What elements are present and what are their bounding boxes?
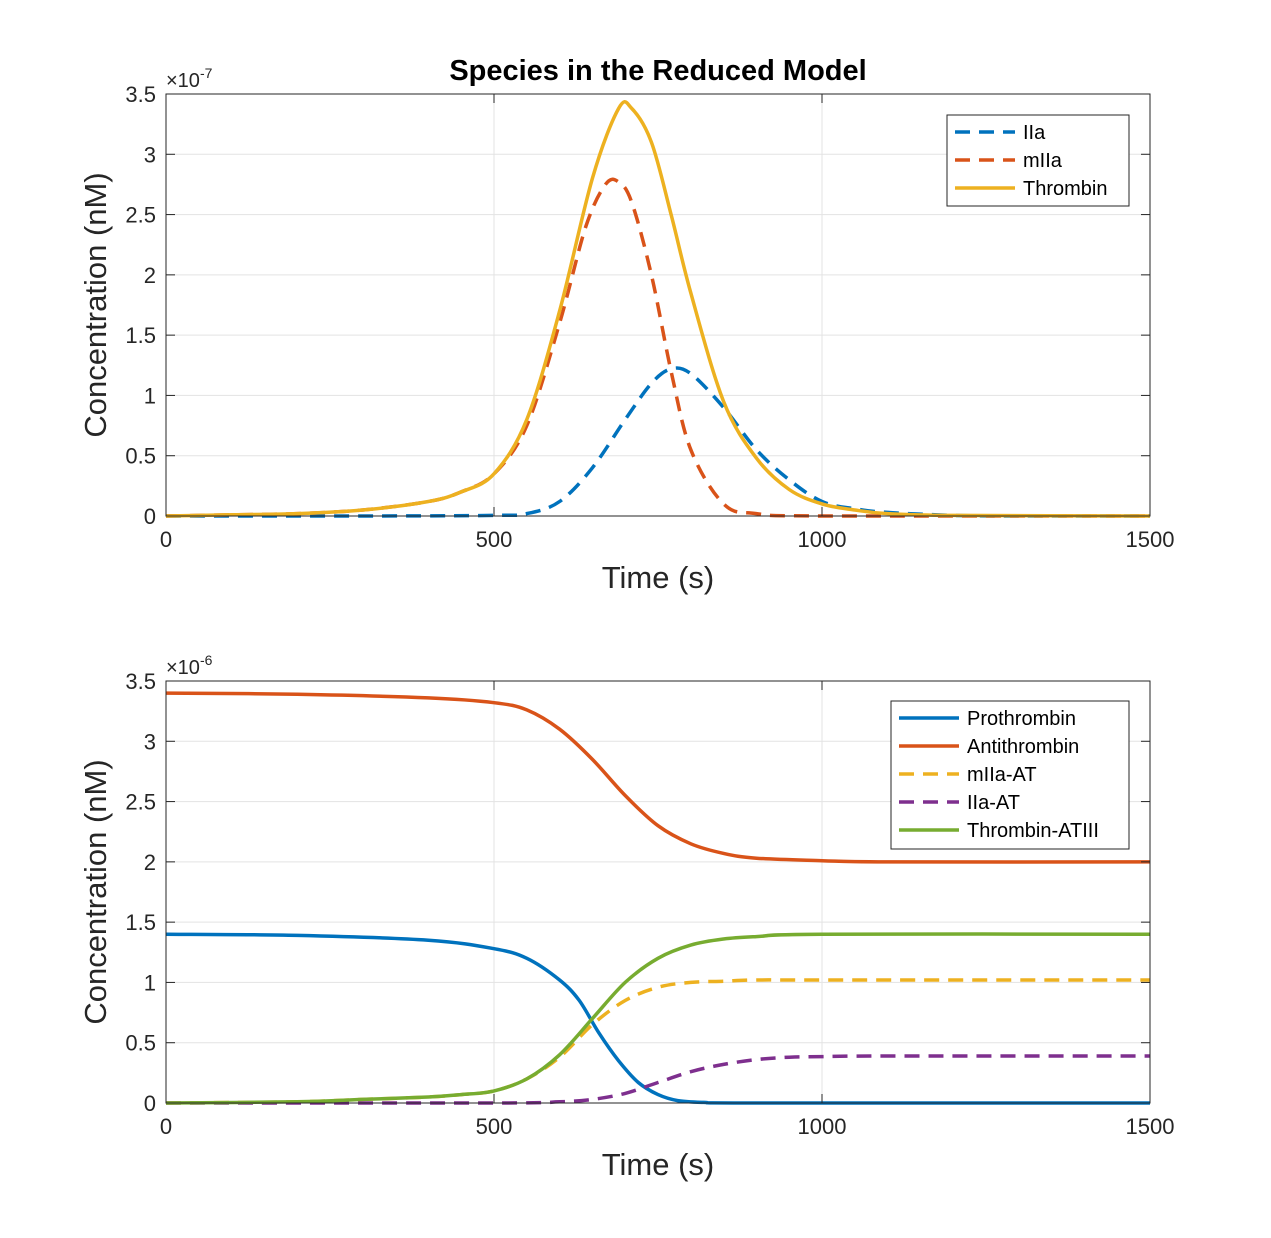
x-axis-label-bottom: Time (s) [602, 1147, 715, 1182]
series-line-antithrombin [165, 691, 1151, 864]
legend-label: mIIa-AT [967, 764, 1037, 786]
y-tick-label-bottom: 3.5 [125, 669, 156, 694]
ticks-top: 0 500 1000 1500 0 0.5 1 1.5 2 2.5 3 3.5 [125, 82, 1174, 552]
axes-frame-top [165, 93, 1151, 517]
axes-frame-bottom [165, 680, 1151, 1104]
y-tick-label-top: 0 [144, 504, 156, 529]
x-tick-label-top: 500 [476, 527, 513, 552]
series-line-thrombin [165, 100, 1151, 518]
plot-top: Species in the Reduced Model 0 500 1000 150… [78, 55, 1174, 595]
series-line-miia-at [165, 978, 1150, 1105]
legend-label: IIa [1023, 122, 1046, 144]
legend-top: IIa mIIa Thrombin [946, 114, 1130, 207]
y-tick-label-top: 3 [144, 142, 156, 167]
legend-label: IIa-AT [967, 792, 1020, 814]
y-tick-label-bottom: 2.5 [125, 790, 156, 815]
x-tick-label-top: 1500 [1126, 527, 1175, 552]
legend-box-top [946, 114, 1130, 207]
x-axis-label-top: Time (s) [602, 560, 715, 595]
y-tick-label-top: 2 [144, 263, 156, 288]
legend-label: Prothrombin [967, 708, 1076, 730]
y-tick-label-top: 2.5 [125, 203, 156, 228]
x-tick-label-bottom: 1500 [1126, 1114, 1175, 1139]
y-exponent-bottom: ×10-6 [166, 652, 213, 679]
y-tick-label-top: 1.5 [125, 323, 156, 348]
y-tick-label-bottom: 1.5 [125, 910, 156, 935]
y-tick-label-bottom: 0 [144, 1091, 156, 1116]
y-exponent-top: ×10-7 [166, 65, 213, 92]
ticks-bottom: 0 500 1000 1500 0 0.5 1 1.5 2 2.5 3 3.5 [125, 669, 1174, 1139]
x-tick-label-bottom: 500 [476, 1114, 513, 1139]
y-tick-label-top: 1 [144, 383, 156, 408]
series-line-thrombin-atiii [165, 932, 1151, 1105]
y-tick-label-bottom: 1 [144, 970, 156, 995]
legend-label: Thrombin-ATIII [967, 820, 1099, 842]
legend-label: mIIa [1023, 150, 1063, 172]
y-tick-label-top: 3.5 [125, 82, 156, 107]
legend-label: Thrombin [1023, 178, 1107, 200]
x-tick-label-top: 1000 [798, 527, 847, 552]
plot-bottom: 0 500 1000 1500 0 0.5 1 1.5 2 2.5 3 3.5 ×10-6 Time … [78, 652, 1174, 1182]
x-tick-label-top: 0 [160, 527, 172, 552]
legend-label: Antithrombin [967, 736, 1079, 758]
x-tick-label-bottom: 0 [160, 1114, 172, 1139]
y-tick-label-bottom: 2 [144, 850, 156, 875]
legend-bottom: Prothrombin Antithrombin mIIa-AT IIa-AT Thro… [890, 700, 1130, 850]
y-tick-label-bottom: 0.5 [125, 1031, 156, 1056]
chart-title: Species in the Reduced Model [449, 55, 866, 87]
y-axis-label-top: Concentration (nM) [78, 172, 113, 437]
series-lines-top [165, 100, 1151, 518]
y-tick-label-top: 0.5 [125, 444, 156, 469]
y-axis-label-bottom: Concentration (nM) [78, 759, 113, 1024]
x-tick-label-bottom: 1000 [798, 1114, 847, 1139]
series-line-iia-at [166, 1054, 1151, 1105]
y-tick-label-bottom: 3 [144, 729, 156, 754]
series-line-iia [165, 366, 1150, 518]
